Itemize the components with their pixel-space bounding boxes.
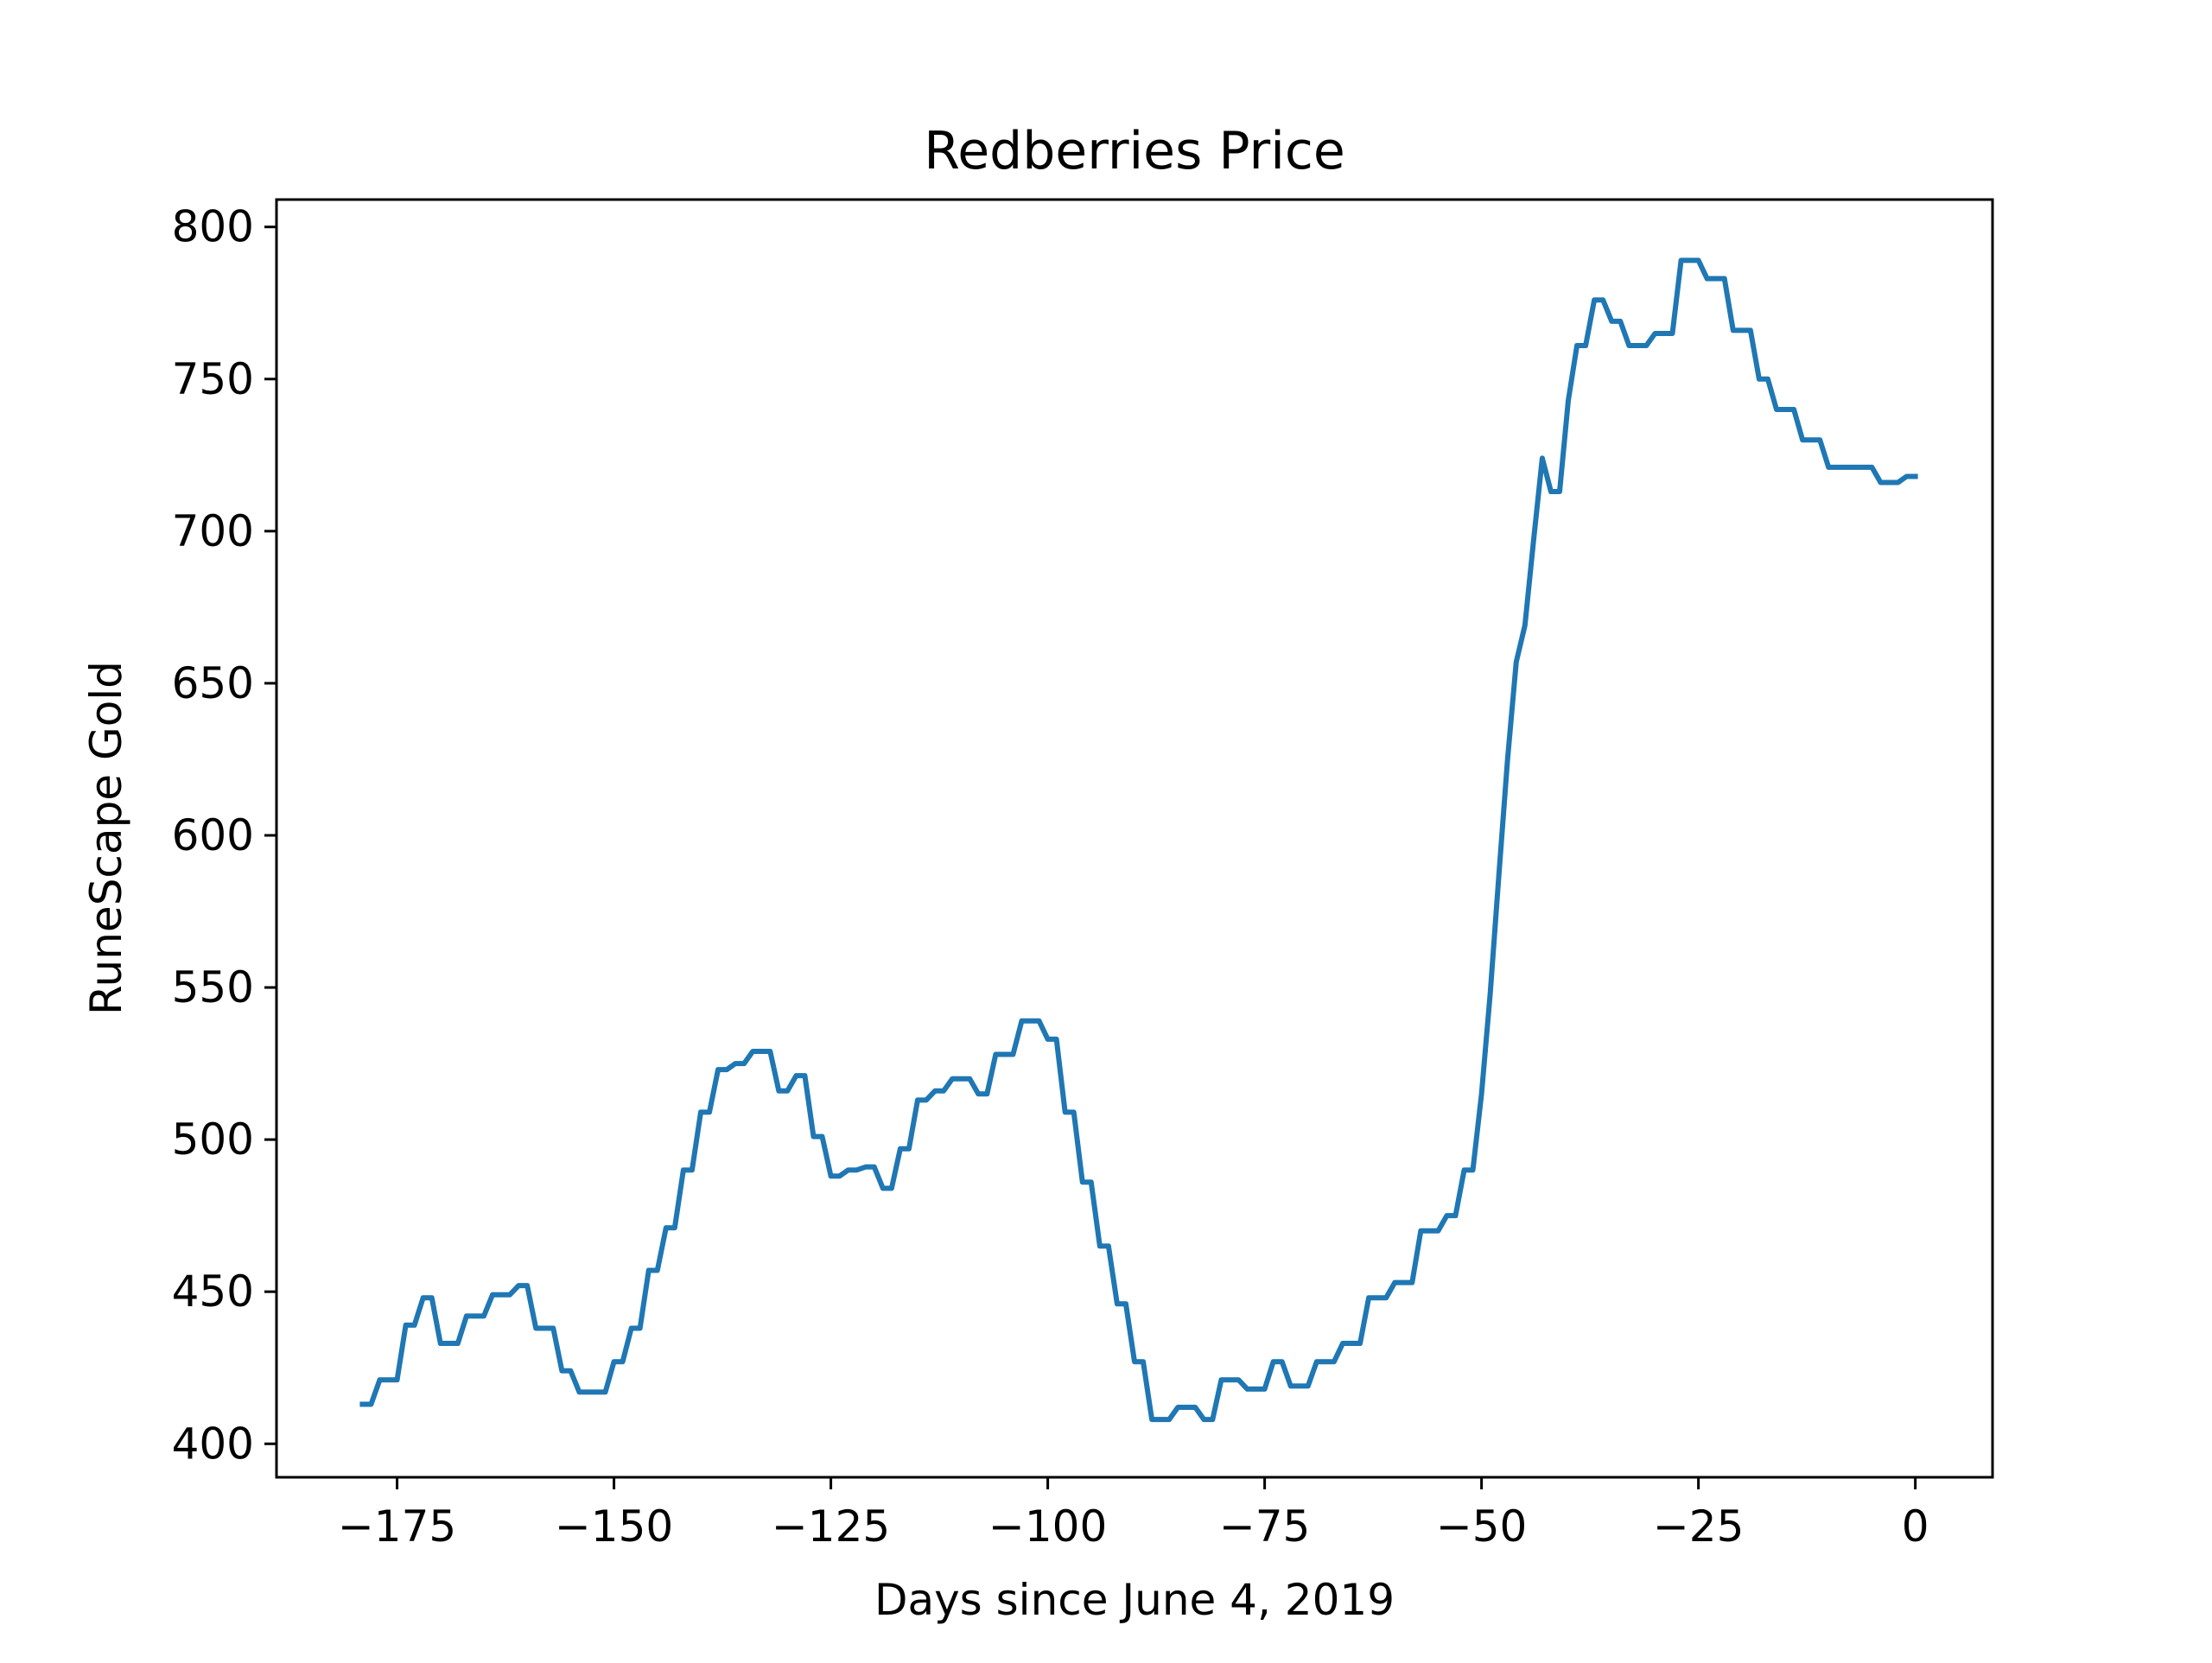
y-tick-label: 600 [172, 810, 254, 860]
x-axis: −175 −150 −125 −100 −75 −50 −25 0 [338, 1477, 1929, 1552]
x-tick-label: −75 [1219, 1501, 1311, 1552]
x-tick-label: −50 [1436, 1501, 1528, 1552]
x-tick-label: −150 [555, 1501, 673, 1552]
y-tick-label: 650 [172, 658, 254, 708]
y-tick-label: 550 [172, 962, 254, 1012]
series-layer [359, 257, 1918, 1423]
y-axis: 400 450 500 550 600 650 700 750 800 [172, 202, 276, 1469]
y-tick-label: 700 [172, 506, 254, 556]
y-tick-label: 450 [172, 1266, 254, 1317]
y-tick-label: 500 [172, 1114, 254, 1165]
x-tick-label: −175 [338, 1501, 456, 1552]
y-tick-label: 400 [172, 1419, 254, 1469]
x-tick-label: −25 [1653, 1501, 1745, 1552]
y-tick-label: 800 [172, 202, 254, 252]
x-tick-label: −100 [988, 1501, 1107, 1552]
series-line-0 [359, 257, 1918, 1423]
x-axis-label: Days since June 4, 2019 [874, 1575, 1395, 1625]
y-axis-label: RuneScape Gold [81, 661, 131, 1015]
x-tick-label: 0 [1902, 1501, 1929, 1552]
y-tick-label: 750 [172, 354, 254, 404]
plot-frame [275, 198, 1994, 1479]
x-tick-label: −125 [772, 1501, 890, 1552]
plot-area [276, 200, 1993, 1477]
chart-title: Redberries Price [924, 121, 1345, 181]
